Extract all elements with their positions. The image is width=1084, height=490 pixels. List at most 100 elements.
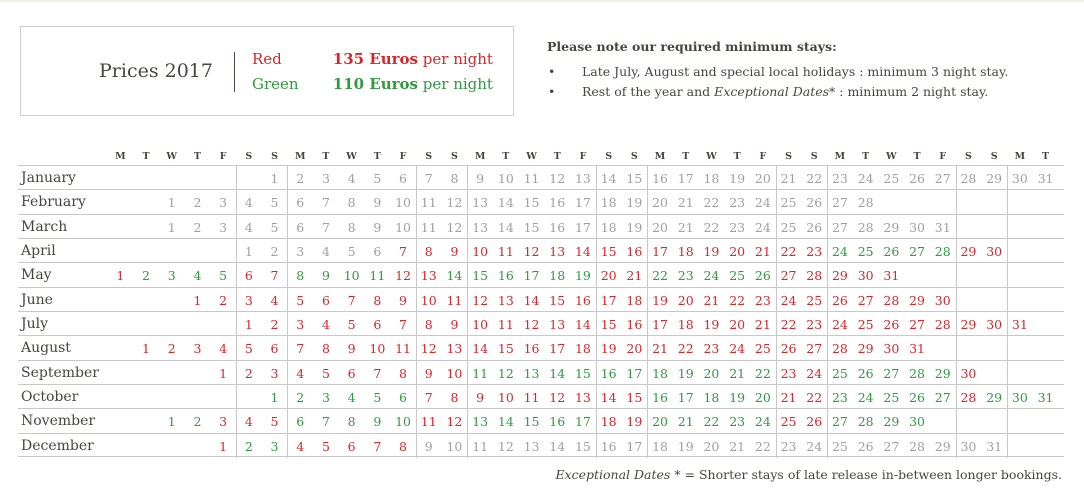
week-separator xyxy=(1007,166,1008,191)
day-cell: 19 xyxy=(677,438,694,454)
day-cell: 23 xyxy=(729,219,746,235)
day-cell: 9 xyxy=(373,414,382,430)
week-separator xyxy=(467,287,469,312)
day-cell: 9 xyxy=(476,171,485,186)
day-cell: 1 xyxy=(219,365,228,381)
month-name: October xyxy=(21,388,79,405)
weekend-separator xyxy=(775,409,777,434)
weekday-letter: M xyxy=(1014,151,1026,162)
day-cell: 14 xyxy=(472,341,489,357)
legend-divider xyxy=(234,52,235,92)
week-separator xyxy=(827,190,829,215)
weekday-letter: F xyxy=(219,151,227,162)
day-cell: 31 xyxy=(934,219,951,235)
day-cell: 4 xyxy=(347,171,356,186)
weekend-separator xyxy=(595,336,597,361)
weekday-letter: W xyxy=(166,151,178,162)
weekend-separator xyxy=(955,263,957,288)
day-cell: 27 xyxy=(909,316,925,332)
weekend-separator xyxy=(595,311,597,337)
day-cell: 6 xyxy=(296,414,305,430)
bullet-icon: • xyxy=(548,84,556,99)
weekend-separator xyxy=(415,263,417,288)
day-cell: 14 xyxy=(446,268,463,284)
day-cell: 18 xyxy=(600,219,617,235)
day-cell: 16 xyxy=(652,389,668,405)
day-cell: 30 xyxy=(857,268,874,284)
week-separator xyxy=(287,287,289,312)
day-cell: 30 xyxy=(960,438,977,454)
day-cell: 22 xyxy=(806,389,823,405)
day-cell: 25 xyxy=(831,438,848,454)
legend-suffix: per night xyxy=(422,75,493,93)
weekend-separator xyxy=(236,263,237,288)
week-separator xyxy=(287,409,289,434)
weekend-separator xyxy=(955,311,957,337)
day-cell: 28 xyxy=(857,219,874,235)
day-cell: 5 xyxy=(219,268,228,284)
day-cell: 4 xyxy=(244,414,253,430)
day-cell: 25 xyxy=(883,171,900,186)
day-cell: 21 xyxy=(729,438,746,454)
day-cell: 7 xyxy=(321,219,330,235)
day-cell: 8 xyxy=(424,243,433,259)
day-cell: 20 xyxy=(600,268,617,284)
day-cell: 13 xyxy=(497,292,514,308)
week-separator xyxy=(1007,214,1008,239)
day-cell: 10 xyxy=(472,243,489,259)
day-cell: 2 xyxy=(219,292,228,308)
day-cell: 28 xyxy=(806,268,823,284)
week-separator xyxy=(1007,287,1008,312)
price-calendar: January 1 2 3 4 5 6 7 8 9 10 11 12 13 14 15 16 17 18 19 20 21… xyxy=(18,165,1064,458)
week-separator xyxy=(827,214,829,239)
day-cell: 6 xyxy=(373,316,382,332)
weekend-separator xyxy=(955,238,957,264)
day-cell: 31 xyxy=(1011,316,1028,332)
day-cell: 21 xyxy=(729,365,746,381)
day-cell: 3 xyxy=(321,171,330,186)
week-separator xyxy=(1007,336,1008,361)
day-cell: 27 xyxy=(909,243,925,259)
day-cell: 29 xyxy=(986,389,1003,405)
day-cell: 19 xyxy=(677,365,694,381)
week-separator xyxy=(467,336,469,361)
day-cell: 12 xyxy=(497,438,514,454)
week-separator xyxy=(647,190,649,215)
weekend-separator xyxy=(236,384,237,410)
legend-color-name: Green xyxy=(252,75,299,93)
weekend-separator xyxy=(236,336,237,361)
week-separator xyxy=(1007,360,1008,385)
day-cell: 22 xyxy=(652,268,668,284)
notes-item: • Late July, August and special local ho… xyxy=(547,62,1008,82)
day-cell: 31 xyxy=(1037,389,1054,405)
day-cell: 4 xyxy=(296,438,305,454)
day-cell: 13 xyxy=(549,243,566,259)
day-cell: 2 xyxy=(296,389,305,405)
day-cell: 3 xyxy=(219,414,228,430)
day-cell: 21 xyxy=(780,389,797,405)
week-separator xyxy=(467,409,469,434)
weekend-separator xyxy=(775,311,777,337)
week-separator xyxy=(287,166,289,191)
day-cell: 25 xyxy=(780,219,797,235)
day-cell: 28 xyxy=(909,365,925,381)
week-separator xyxy=(467,190,469,215)
day-cell: 10 xyxy=(446,438,463,454)
weekday-letter: T xyxy=(913,151,921,162)
weekend-separator xyxy=(775,384,777,410)
weekday-letter: S xyxy=(810,151,818,162)
day-cell: 7 xyxy=(373,438,382,454)
legend-price: 135 Euros xyxy=(332,50,419,68)
day-cell: 20 xyxy=(703,365,720,381)
day-cell: 2 xyxy=(193,414,202,430)
weekend-separator xyxy=(415,311,417,337)
day-cell: 21 xyxy=(754,243,771,259)
day-cell: 11 xyxy=(523,171,540,186)
weekend-separator xyxy=(955,287,957,312)
day-cell: 31 xyxy=(986,438,1003,454)
week-separator xyxy=(1007,409,1008,434)
day-cell: 12 xyxy=(446,195,463,211)
day-cell: 19 xyxy=(729,171,746,186)
day-cell: 13 xyxy=(549,316,566,332)
day-cell: 2 xyxy=(142,268,150,284)
